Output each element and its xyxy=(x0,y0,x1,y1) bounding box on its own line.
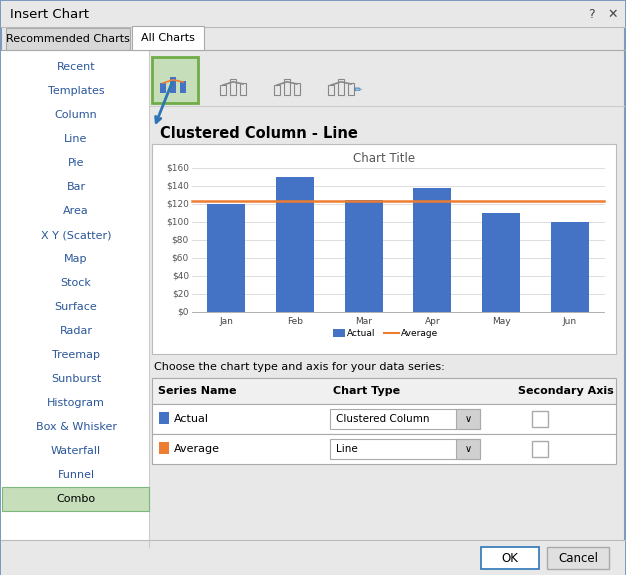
Text: Histogram: Histogram xyxy=(47,398,105,408)
Text: Column: Column xyxy=(54,110,98,120)
Text: May: May xyxy=(491,317,510,326)
Text: Average: Average xyxy=(401,328,438,338)
Bar xyxy=(152,378,616,404)
Bar xyxy=(2,487,149,511)
Text: X Y (Scatter): X Y (Scatter) xyxy=(41,230,111,240)
Text: Jun: Jun xyxy=(563,317,577,326)
Bar xyxy=(152,57,198,103)
Text: Chart Title: Chart Title xyxy=(353,151,415,164)
Bar xyxy=(159,412,169,424)
Text: Bar: Bar xyxy=(66,182,86,192)
Text: Stock: Stock xyxy=(61,278,91,288)
Text: ∨: ∨ xyxy=(464,414,471,424)
Bar xyxy=(274,85,280,95)
Text: $140: $140 xyxy=(166,182,189,190)
Bar xyxy=(481,547,539,569)
Text: Clustered Column: Clustered Column xyxy=(336,414,429,424)
Bar xyxy=(294,83,300,95)
Text: Line: Line xyxy=(336,444,357,454)
Bar xyxy=(348,83,354,95)
Bar xyxy=(160,83,166,93)
Bar xyxy=(456,409,480,429)
Text: Combo: Combo xyxy=(56,494,96,504)
Text: $20: $20 xyxy=(172,289,189,298)
Bar xyxy=(132,26,204,50)
Bar xyxy=(276,177,314,312)
Text: Choose the chart type and axis for your data series:: Choose the chart type and axis for your … xyxy=(154,362,444,372)
Text: $40: $40 xyxy=(172,271,189,281)
Text: Area: Area xyxy=(63,206,89,216)
Bar xyxy=(345,200,382,312)
Bar xyxy=(207,204,245,312)
Bar xyxy=(330,439,480,459)
Bar xyxy=(152,404,616,434)
Text: Actual: Actual xyxy=(174,414,209,424)
Bar xyxy=(220,85,226,95)
Text: Pie: Pie xyxy=(68,158,85,168)
Text: ?: ? xyxy=(588,7,594,21)
Text: Recent: Recent xyxy=(57,62,95,72)
Bar xyxy=(240,83,246,95)
Text: All Charts: All Charts xyxy=(141,33,195,43)
Text: $80: $80 xyxy=(172,236,189,244)
Text: Series Name: Series Name xyxy=(158,386,237,396)
Text: Chart Type: Chart Type xyxy=(333,386,400,396)
Text: $0: $0 xyxy=(178,308,189,316)
Bar xyxy=(284,79,290,95)
Text: Cancel: Cancel xyxy=(558,551,598,565)
Bar xyxy=(333,329,345,337)
Text: Surface: Surface xyxy=(54,302,98,312)
Bar xyxy=(1,50,149,545)
Text: Line: Line xyxy=(64,134,88,144)
Bar xyxy=(330,409,480,429)
Bar xyxy=(547,547,609,569)
Text: Funnel: Funnel xyxy=(58,470,95,480)
Text: Sunburst: Sunburst xyxy=(51,374,101,384)
Bar xyxy=(6,28,130,50)
Bar xyxy=(532,411,548,427)
Bar xyxy=(338,79,344,95)
Text: Average: Average xyxy=(174,444,220,454)
Text: Actual: Actual xyxy=(347,328,376,338)
Bar xyxy=(230,79,236,95)
Text: OK: OK xyxy=(501,551,518,565)
Text: $100: $100 xyxy=(166,217,189,227)
Text: $60: $60 xyxy=(172,254,189,263)
Text: Apr: Apr xyxy=(424,317,440,326)
Text: Secondary Axis: Secondary Axis xyxy=(518,386,613,396)
Text: Treemap: Treemap xyxy=(52,350,100,360)
Bar xyxy=(152,434,616,464)
Text: ✏: ✏ xyxy=(354,85,362,95)
Text: ✕: ✕ xyxy=(608,7,618,21)
Text: Clustered Column - Line: Clustered Column - Line xyxy=(160,126,358,141)
Bar xyxy=(1,1,625,28)
Bar xyxy=(413,188,451,312)
Bar xyxy=(170,76,176,93)
Bar xyxy=(482,213,520,312)
Bar xyxy=(456,439,480,459)
Text: Map: Map xyxy=(64,254,88,264)
Bar xyxy=(551,222,588,312)
Text: Insert Chart: Insert Chart xyxy=(10,9,89,21)
Bar xyxy=(1,540,625,575)
Text: ∨: ∨ xyxy=(464,444,471,454)
Text: Radar: Radar xyxy=(59,326,93,336)
Bar xyxy=(328,85,334,95)
Bar xyxy=(532,441,548,457)
Text: $120: $120 xyxy=(166,200,189,209)
Text: Box & Whisker: Box & Whisker xyxy=(36,422,116,432)
Text: Jan: Jan xyxy=(219,317,233,326)
Text: Templates: Templates xyxy=(48,86,105,96)
Text: Recommended Charts: Recommended Charts xyxy=(6,34,130,44)
Text: Feb: Feb xyxy=(287,317,303,326)
Bar xyxy=(152,144,616,354)
Bar xyxy=(180,81,186,93)
Bar xyxy=(159,442,169,454)
Text: $160: $160 xyxy=(166,163,189,172)
Text: Waterfall: Waterfall xyxy=(51,446,101,456)
Text: Mar: Mar xyxy=(355,317,372,326)
